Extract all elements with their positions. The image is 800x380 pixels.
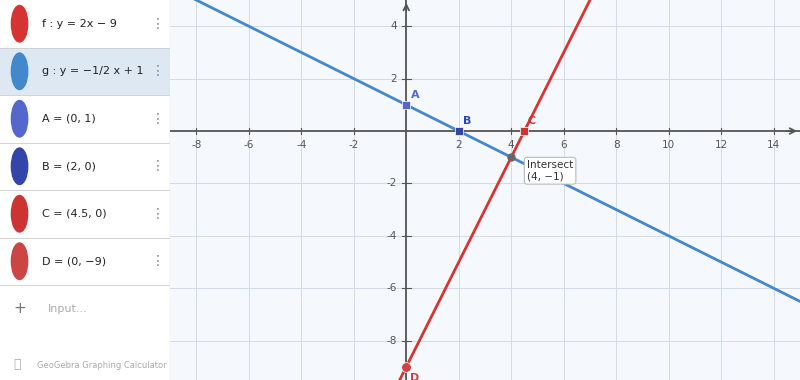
Text: 2: 2 [390,74,397,84]
Text: A = (0, 1): A = (0, 1) [42,114,95,124]
Circle shape [11,148,28,185]
Text: -6: -6 [243,140,254,150]
Text: -8: -8 [386,336,397,346]
Text: C: C [527,117,536,127]
Text: 4: 4 [390,21,397,31]
Text: 14: 14 [767,140,780,150]
Text: 4: 4 [508,140,514,150]
Text: 6: 6 [561,140,567,150]
Text: C = (4.5, 0): C = (4.5, 0) [42,209,106,219]
Text: B = (2, 0): B = (2, 0) [42,161,95,171]
Text: 10: 10 [662,140,675,150]
Text: 12: 12 [714,140,728,150]
Text: -2: -2 [349,140,359,150]
Text: f : y = 2x − 9: f : y = 2x − 9 [42,19,117,29]
FancyBboxPatch shape [0,48,170,95]
Text: -2: -2 [386,179,397,188]
Text: -8: -8 [191,140,202,150]
Text: 8: 8 [613,140,619,150]
Text: D = (0, −9): D = (0, −9) [42,256,106,266]
Text: B: B [462,117,471,127]
Circle shape [11,195,28,232]
Text: 2: 2 [455,140,462,150]
Text: -4: -4 [296,140,306,150]
Text: ⋮: ⋮ [151,17,165,31]
Text: Input...: Input... [48,304,87,314]
Text: ⋮: ⋮ [151,112,165,126]
Circle shape [11,53,28,90]
Text: g : y = −1/2 x + 1: g : y = −1/2 x + 1 [42,66,143,76]
Text: A: A [411,90,420,100]
Text: ⋮: ⋮ [151,64,165,78]
Text: D: D [410,373,419,380]
Text: +: + [13,301,26,316]
Circle shape [11,243,28,280]
Text: GeoGebra Graphing Calculator: GeoGebra Graphing Calculator [38,361,167,370]
Text: -6: -6 [386,283,397,293]
Text: Intersect
(4, −1): Intersect (4, −1) [527,160,574,182]
Text: 𝒩: 𝒩 [14,358,21,370]
Circle shape [11,5,28,42]
Circle shape [11,100,28,137]
Text: -4: -4 [386,231,397,241]
Text: ⋮: ⋮ [151,207,165,221]
Text: ⋮: ⋮ [151,159,165,173]
Text: ⋮: ⋮ [151,254,165,268]
